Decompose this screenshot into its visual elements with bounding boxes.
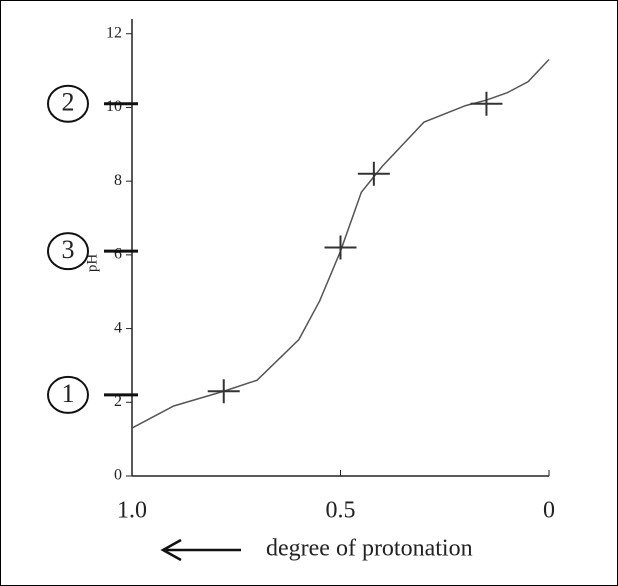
marked-point [358,162,390,186]
marked-point [208,379,240,403]
chart: degree of protonation pH 0246810121.00.5… [1,1,617,585]
annotation-label: 1 [62,379,75,408]
x-tick-label: 0.5 [326,498,356,524]
y-tick-label: 12 [106,24,122,41]
annotation-label: 2 [62,88,75,117]
y-tick-label: 10 [106,98,122,115]
marked-point [325,236,357,260]
page: degree of protonation pH 0246810121.00.5… [0,0,618,586]
annotation-label: 3 [62,235,75,264]
y-tick-label: 8 [114,172,122,189]
y-tick-label: 6 [114,246,122,263]
x-tick-label: 1.0 [117,498,147,524]
y-tick-label: 0 [114,467,122,484]
x-axis-label: degree of protonation [266,536,473,562]
y-tick-label: 4 [114,319,122,336]
x-tick-label: 0 [543,498,555,524]
